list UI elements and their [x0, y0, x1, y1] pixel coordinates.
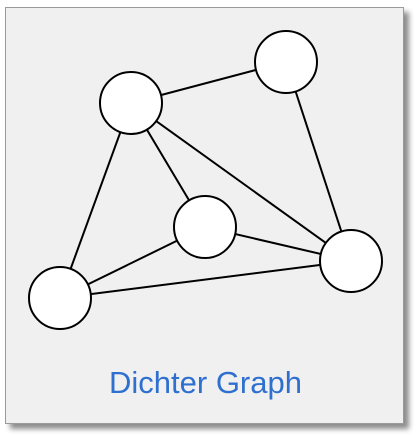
node-n1: [254, 30, 318, 94]
diagram-caption: Dichter Graph: [109, 365, 302, 400]
nodes-layer: [28, 30, 383, 330]
edge-n2-n4: [59, 102, 132, 299]
edge-n2-n5: [130, 102, 352, 262]
diagram-card: Dichter Graph: [5, 7, 404, 424]
edge-n4-n5: [59, 260, 352, 299]
node-n5: [319, 229, 383, 293]
node-n2: [99, 71, 163, 135]
node-n4: [28, 266, 92, 330]
node-n3: [173, 195, 237, 259]
edge-n1-n5: [285, 61, 352, 262]
graph-canvas: [28, 30, 383, 330]
